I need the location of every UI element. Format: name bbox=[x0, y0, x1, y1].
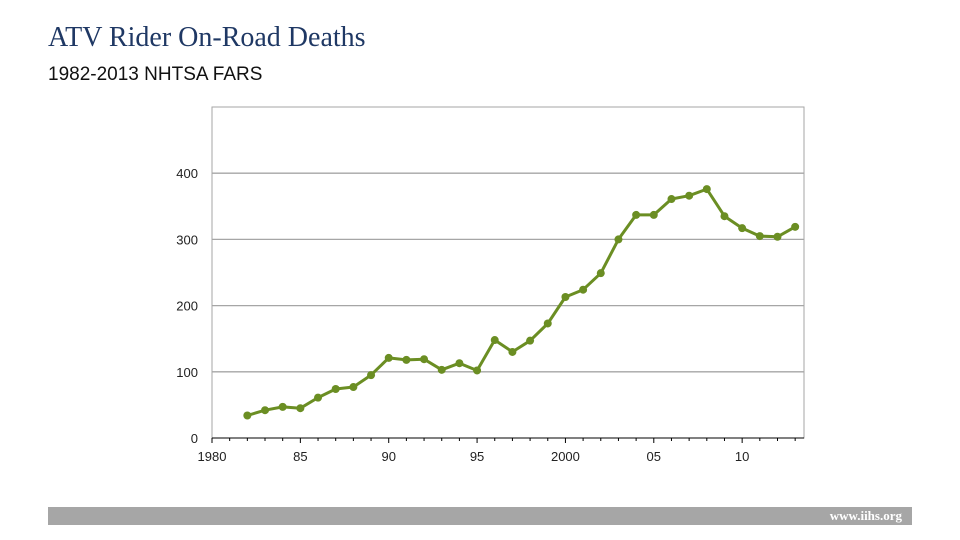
data-point bbox=[384, 353, 393, 362]
data-point bbox=[632, 210, 641, 219]
x-tick-label: 95 bbox=[470, 449, 484, 464]
page-title: ATV Rider On-Road Deaths bbox=[48, 22, 366, 53]
data-point bbox=[261, 406, 270, 415]
data-point bbox=[614, 235, 623, 244]
data-point bbox=[402, 355, 411, 364]
data-series bbox=[243, 185, 800, 420]
x-tick-label: 2000 bbox=[551, 449, 580, 464]
y-tick-label: 0 bbox=[191, 431, 198, 446]
y-tick-label: 400 bbox=[176, 166, 198, 181]
data-point bbox=[596, 269, 605, 278]
axes bbox=[211, 437, 804, 443]
data-point bbox=[367, 371, 376, 380]
data-point bbox=[243, 411, 252, 420]
data-point bbox=[455, 359, 464, 368]
data-point bbox=[791, 222, 800, 231]
data-point bbox=[437, 365, 446, 374]
footer-bar: www.iihs.org bbox=[48, 507, 912, 525]
data-point bbox=[667, 195, 676, 204]
data-point bbox=[649, 210, 658, 219]
y-tick-label: 100 bbox=[176, 365, 198, 380]
gridlines bbox=[212, 172, 804, 373]
data-point bbox=[720, 212, 729, 221]
data-point bbox=[685, 191, 694, 200]
x-tick-label: 05 bbox=[647, 449, 661, 464]
data-point bbox=[473, 366, 482, 375]
data-point bbox=[331, 385, 340, 394]
data-point bbox=[314, 393, 323, 402]
x-tick-label: 90 bbox=[381, 449, 395, 464]
data-point bbox=[579, 285, 588, 294]
page-subtitle: 1982-2013 NHTSA FARS bbox=[48, 64, 263, 85]
data-point bbox=[278, 402, 287, 411]
x-tick-label: 85 bbox=[293, 449, 307, 464]
data-point bbox=[561, 292, 570, 301]
y-tick-labels: 0 100 200 300 400 bbox=[176, 166, 198, 446]
data-point bbox=[508, 347, 517, 356]
data-point bbox=[296, 404, 305, 413]
x-tick-label: 1980 bbox=[198, 449, 227, 464]
data-point bbox=[490, 336, 499, 345]
data-point bbox=[526, 336, 535, 345]
plot-area bbox=[211, 106, 805, 439]
data-point bbox=[349, 383, 358, 392]
data-point bbox=[702, 185, 711, 194]
data-point bbox=[420, 355, 429, 364]
data-point bbox=[773, 232, 782, 241]
footer-url-link[interactable]: www.iihs.org bbox=[829, 508, 902, 523]
data-point bbox=[738, 224, 747, 233]
y-tick-label: 200 bbox=[176, 299, 198, 314]
x-tick-label: 10 bbox=[735, 449, 749, 464]
data-point bbox=[755, 232, 764, 241]
y-tick-label: 300 bbox=[176, 232, 198, 247]
data-point bbox=[543, 319, 552, 328]
x-tick-labels: 1980 85 90 95 2000 05 10 bbox=[198, 449, 750, 464]
